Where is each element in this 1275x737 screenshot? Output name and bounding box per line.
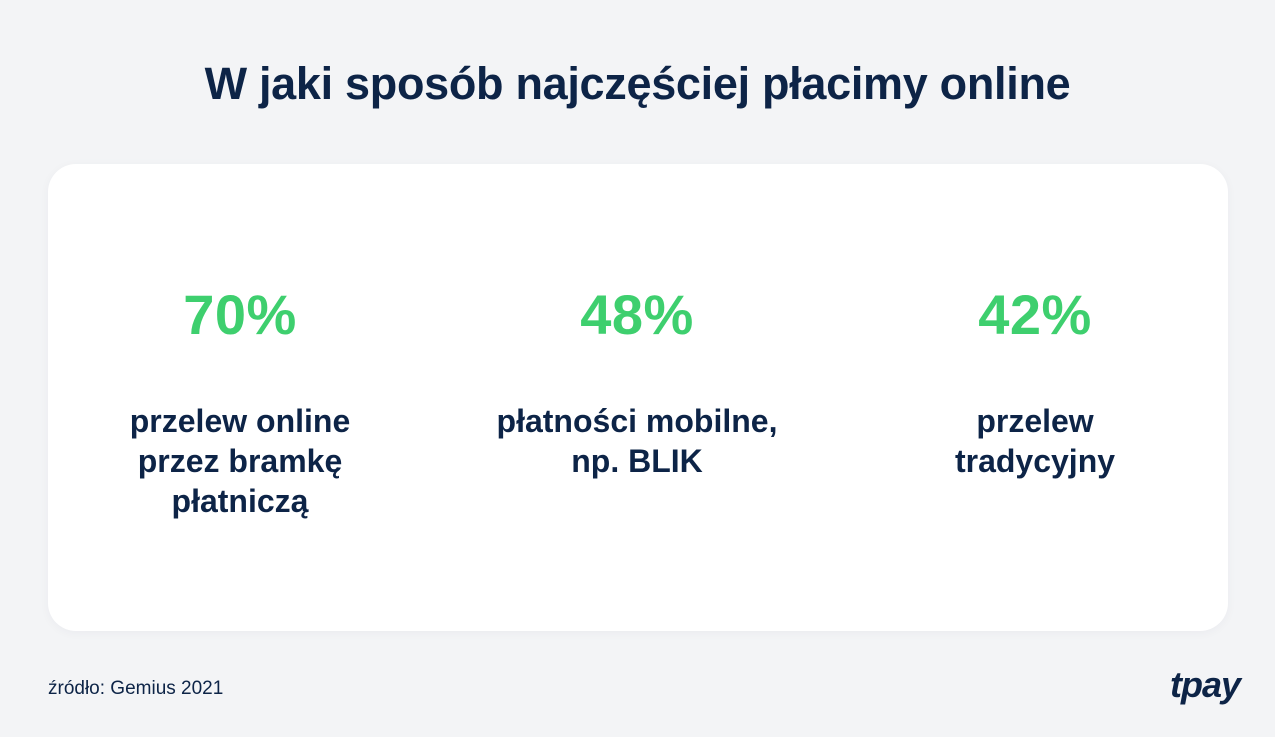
source-note: źródło: Gemius 2021 bbox=[48, 678, 224, 699]
brand-logo: tpay bbox=[1170, 664, 1241, 705]
stats-card: 70% przelew online przez bramkę płatnicz… bbox=[48, 164, 1228, 631]
stat-label: płatności mobilne, np. BLIK bbox=[496, 403, 778, 479]
stat-value: 48% bbox=[580, 283, 694, 346]
stat-label: przelew tradycyjny bbox=[954, 403, 1116, 479]
stat-item: 42% przelew tradycyjny bbox=[865, 282, 1205, 481]
stat-item: 48% płatności mobilne, np. BLIK bbox=[467, 282, 807, 481]
stat-value: 42% bbox=[978, 283, 1092, 346]
stat-item: 70% przelew online przez bramkę płatnicz… bbox=[70, 282, 410, 521]
stat-label: przelew online przez bramkę płatniczą bbox=[129, 403, 351, 519]
stat-value: 70% bbox=[183, 283, 297, 346]
page-title: W jaki sposób najczęściej płacimy online bbox=[204, 58, 1071, 109]
